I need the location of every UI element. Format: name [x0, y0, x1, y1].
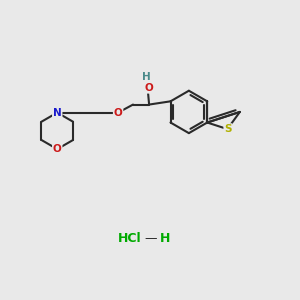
Text: O: O: [53, 144, 62, 154]
Text: N: N: [53, 108, 62, 118]
Text: H: H: [142, 72, 151, 82]
Text: S: S: [224, 124, 232, 134]
Text: O: O: [145, 83, 154, 93]
Text: HCl: HCl: [118, 232, 141, 245]
Text: H: H: [160, 232, 170, 245]
Text: O: O: [114, 108, 122, 118]
Text: —: —: [144, 232, 157, 245]
